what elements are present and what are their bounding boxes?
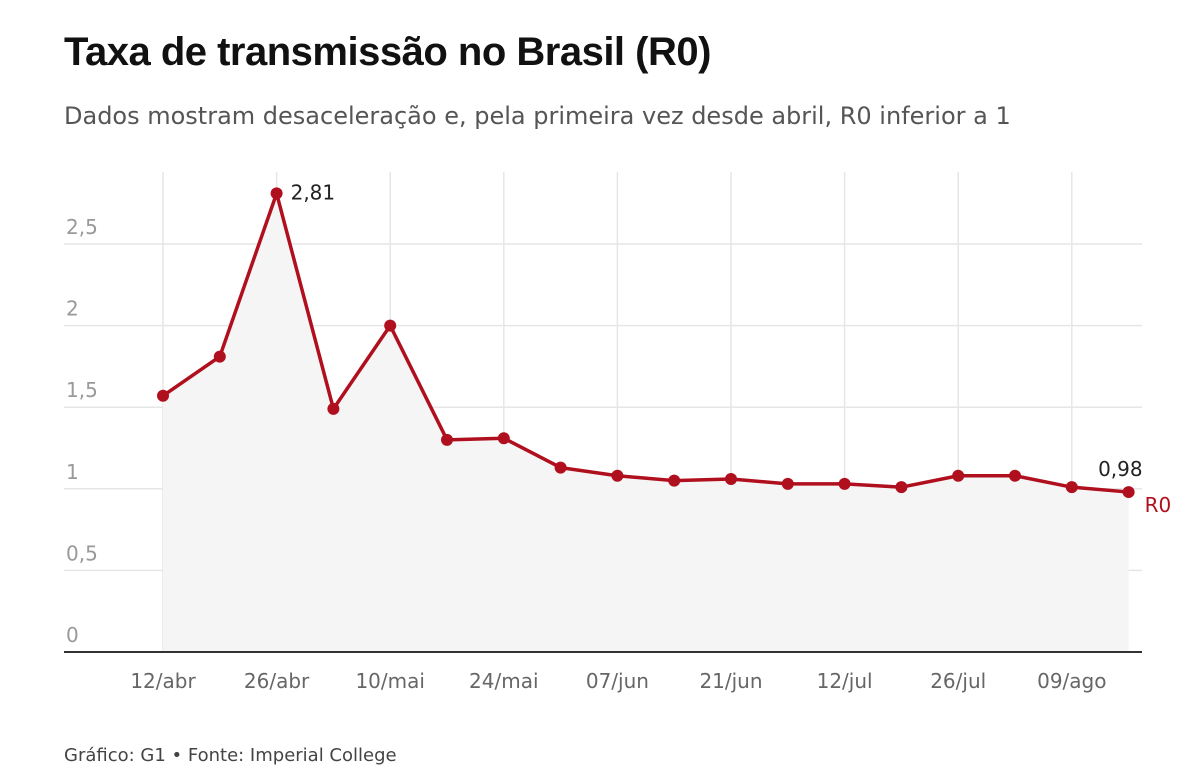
data-point [213,350,226,363]
data-label: 0,98 [1098,457,1143,481]
series-area [163,193,1129,652]
data-points [157,187,1135,499]
data-point [270,187,283,200]
data-point [781,477,794,490]
area-fill [163,193,1129,652]
series-line-r0 [162,191,1129,494]
data-point [725,473,737,486]
data-point [497,432,510,445]
series-line-layer [162,191,1129,494]
data-label: 2,81 [291,180,336,204]
x-tick-label: 12/abr [130,669,196,693]
y-tick-label: 1 [66,460,79,484]
line-chart: 0 0,5 1 1,5 2 2,5 12/abr 26/abr 10/mai 24/mai 07/j… [64,172,1171,693]
data-point [838,477,851,490]
x-tick-label: 09/ago [1037,669,1106,693]
x-tick-label: 24/mai [469,669,538,693]
data-point [327,402,340,415]
labels: 0 0,5 1 1,5 2 2,5 12/abr 26/abr 10/mai 24/mai 07/j… [66,180,1171,693]
chart-title: Taxa de transmissão no Brasil (R0) [64,30,711,74]
series-label-r0: R0 [1145,493,1172,517]
data-point [952,469,965,482]
data-point [384,319,397,332]
data-point [441,433,453,446]
x-tick-label: 12/jul [817,669,873,693]
data-point [1122,486,1135,499]
data-point [157,389,169,402]
x-tick-label: 10/mai [355,669,424,693]
data-point [1065,481,1078,494]
x-tick-label: 26/abr [244,669,310,693]
data-point [554,461,567,474]
data-point [895,481,908,494]
x-tick-label: 07/jun [586,669,649,693]
chart-subtitle: Dados mostram desaceleração e, pela prim… [64,102,1011,130]
y-tick-label: 2,5 [66,215,98,239]
source-footer: Gráfico: G1 • Fonte: Imperial College [64,745,397,766]
data-point [668,474,681,487]
y-tick-label: 0,5 [66,541,98,565]
data-point [1009,469,1021,482]
data-point [611,469,624,482]
y-tick-label: 1,5 [66,378,98,402]
y-tick-label: 2 [66,297,79,321]
x-tick-label: 21/jun [699,669,762,693]
y-tick-label: 0 [66,623,79,647]
x-tick-label: 26/jul [930,669,986,693]
